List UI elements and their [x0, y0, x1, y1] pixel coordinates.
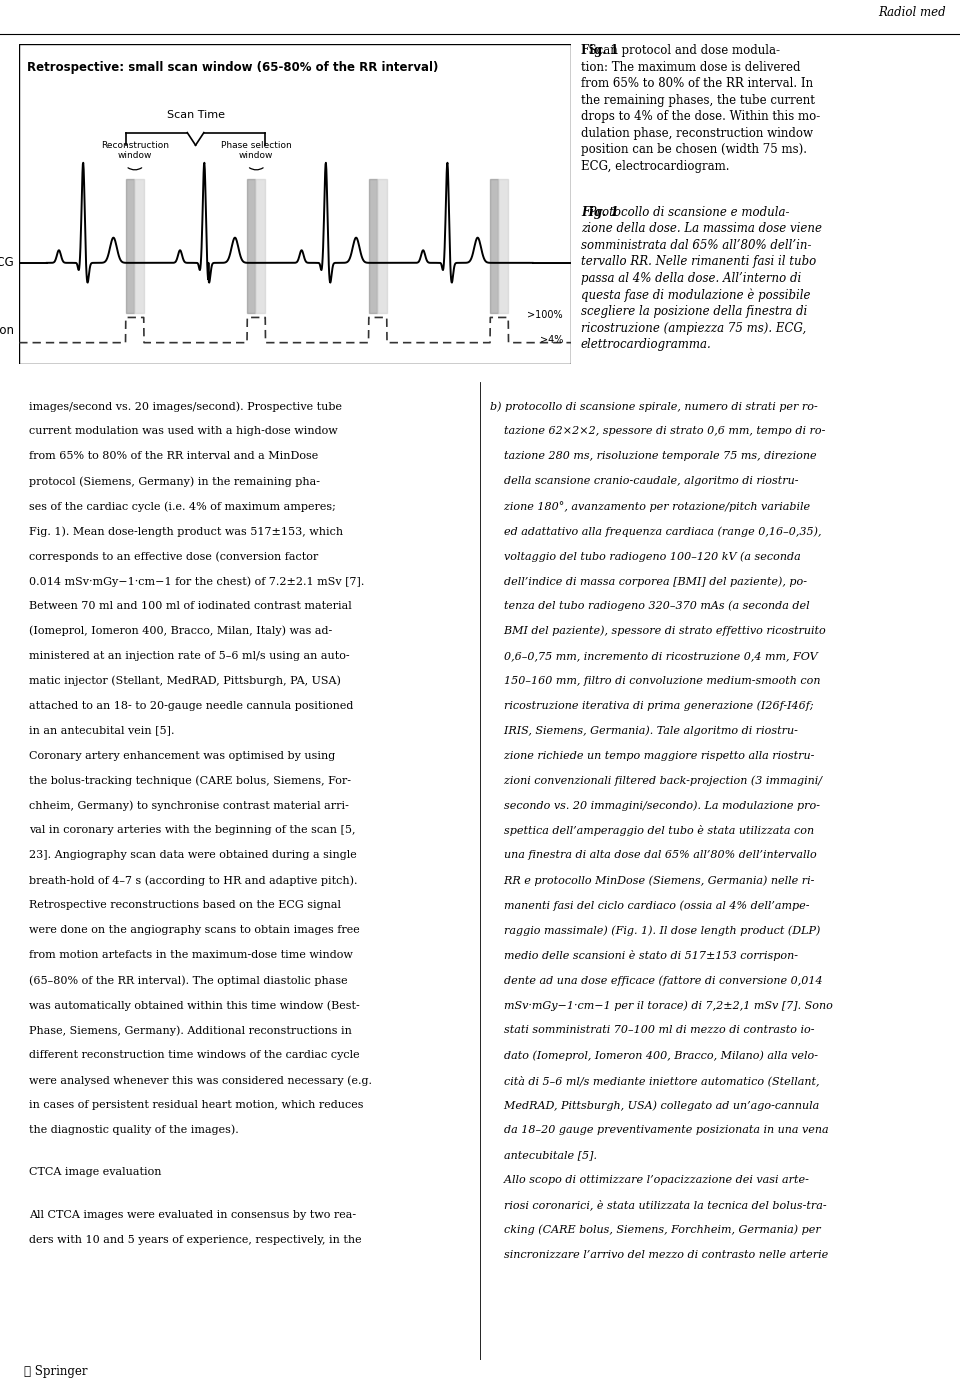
Bar	[498, 179, 508, 314]
Text: All CTCA images were evaluated in consensus by two rea-: All CTCA images were evaluated in consen…	[29, 1210, 356, 1220]
Text: Phase selection
window: Phase selection window	[221, 142, 292, 161]
Bar	[490, 179, 498, 314]
Text: Reconstruction
window: Reconstruction window	[101, 142, 169, 161]
Text: della scansione cranio-caudale, algoritmo di riostru-: della scansione cranio-caudale, algoritm…	[490, 476, 798, 486]
Text: (65–80% of the RR interval). The optimal diastolic phase: (65–80% of the RR interval). The optimal…	[29, 976, 348, 985]
Text: val in coronary arteries with the beginning of the scan [5,: val in coronary arteries with the beginn…	[29, 826, 355, 836]
Text: una finestra di alta dose dal 65% all’80% dell’intervallo: una finestra di alta dose dal 65% all’80…	[490, 851, 816, 861]
Text: voltaggio del tubo radiogeno 100–120 kV (a seconda: voltaggio del tubo radiogeno 100–120 kV …	[490, 551, 801, 562]
Text: in cases of persistent residual heart motion, which reduces: in cases of persistent residual heart mo…	[29, 1099, 363, 1110]
Text: were done on the angiography scans to obtain images free: were done on the angiography scans to ob…	[29, 926, 360, 936]
Text: tazione 62×2×2, spessore di strato 0,6 mm, tempo di ro-: tazione 62×2×2, spessore di strato 0,6 m…	[490, 426, 825, 436]
Text: from 65% to 80% of the RR interval and a MinDose: from 65% to 80% of the RR interval and a…	[29, 451, 318, 461]
Text: Radiol med: Radiol med	[878, 6, 946, 19]
Text: zioni convenzionali filtered back-projection (3 immagini/: zioni convenzionali filtered back-projec…	[490, 776, 822, 786]
Text: ders with 10 and 5 years of experience, respectively, in the: ders with 10 and 5 years of experience, …	[29, 1235, 361, 1245]
Text: cità di 5–6 ml/s mediante iniettore automatico (Stellant,: cità di 5–6 ml/s mediante iniettore auto…	[490, 1074, 819, 1085]
Text: the diagnostic quality of the images).: the diagnostic quality of the images).	[29, 1124, 238, 1135]
Text: ministered at an injection rate of 5–6 ml/s using an auto-: ministered at an injection rate of 5–6 m…	[29, 651, 349, 661]
Text: from motion artefacts in the maximum-dose time window: from motion artefacts in the maximum-dos…	[29, 951, 352, 960]
Text: Scan protocol and dose modula-
tion: The maximum dose is delivered
from 65% to 8: Scan protocol and dose modula- tion: The…	[581, 44, 820, 174]
Text: mSv·mGy−1·cm−1 per il torace) di 7,2±2,1 mSv [7]. Sono: mSv·mGy−1·cm−1 per il torace) di 7,2±2,1…	[490, 1001, 832, 1010]
Text: (Iomeprol, Iomeron 400, Bracco, Milan, Italy) was ad-: (Iomeprol, Iomeron 400, Bracco, Milan, I…	[29, 626, 332, 637]
Text: Between 70 ml and 100 ml of iodinated contrast material: Between 70 ml and 100 ml of iodinated co…	[29, 601, 351, 611]
Text: RR e protocollo MinDose (Siemens, Germania) nelle ri-: RR e protocollo MinDose (Siemens, German…	[490, 876, 814, 886]
Text: cking (CARE bolus, Siemens, Forchheim, Germania) per: cking (CARE bolus, Siemens, Forchheim, G…	[490, 1224, 821, 1235]
Text: secondo vs. 20 immagini/secondo). La modulazione pro-: secondo vs. 20 immagini/secondo). La mod…	[490, 801, 820, 811]
Text: manenti fasi del ciclo cardiaco (ossia al 4% dell’ampe-: manenti fasi del ciclo cardiaco (ossia a…	[490, 901, 809, 911]
Text: Allo scopo di ottimizzare l’opacizzazione dei vasi arte-: Allo scopo di ottimizzare l’opacizzazion…	[490, 1174, 808, 1185]
Text: images/second vs. 20 images/second). Prospective tube: images/second vs. 20 images/second). Pro…	[29, 401, 342, 412]
Bar	[255, 179, 265, 314]
Text: BMI del paziente), spessore di strato effettivo ricostruito: BMI del paziente), spessore di strato ef…	[490, 626, 826, 637]
Text: was automatically obtained within this time window (Best-: was automatically obtained within this t…	[29, 1001, 360, 1010]
Text: ricostruzione iterativa di prima generazione (I26f-I46f;: ricostruzione iterativa di prima generaz…	[490, 701, 813, 711]
Text: antecubitale [5].: antecubitale [5].	[490, 1149, 596, 1160]
Text: ed adattativo alla frequenza cardiaca (range 0,16–0,35),: ed adattativo alla frequenza cardiaca (r…	[490, 526, 821, 537]
Bar	[134, 179, 144, 314]
Text: Scan Time: Scan Time	[167, 110, 225, 119]
Text: stati somministrati 70–100 ml di mezzo di contrasto io-: stati somministrati 70–100 ml di mezzo d…	[490, 1026, 814, 1035]
Text: Coronary artery enhancement was optimised by using: Coronary artery enhancement was optimise…	[29, 751, 335, 761]
Text: Fig. 1: Fig. 1	[581, 205, 618, 219]
Bar	[377, 179, 387, 314]
Text: 150–160 mm, filtro di convoluzione medium-smooth con: 150–160 mm, filtro di convoluzione mediu…	[490, 676, 820, 686]
Text: Phase, Siemens, Germany). Additional reconstructions in: Phase, Siemens, Germany). Additional rec…	[29, 1026, 351, 1035]
Text: sincronizzare l’arrivo del mezzo di contrasto nelle arterie: sincronizzare l’arrivo del mezzo di cont…	[490, 1249, 828, 1260]
Text: Protocollo di scansione e modula-
zione della dose. La massima dose viene
sommin: Protocollo di scansione e modula- zione …	[581, 205, 822, 351]
Text: CTCA image evaluation: CTCA image evaluation	[29, 1167, 161, 1177]
Text: attached to an 18- to 20-gauge needle cannula positioned: attached to an 18- to 20-gauge needle ca…	[29, 701, 353, 711]
Text: Fig. 1: Fig. 1	[581, 44, 618, 57]
Text: riosi coronarici, è stata utilizzata la tecnica del bolus-tra-: riosi coronarici, è stata utilizzata la …	[490, 1199, 827, 1210]
Text: dell’indice di massa corporea [BMI] del paziente), po-: dell’indice di massa corporea [BMI] del …	[490, 576, 806, 587]
Text: different reconstruction time windows of the cardiac cycle: different reconstruction time windows of…	[29, 1051, 359, 1060]
Text: ECG: ECG	[0, 257, 14, 269]
Bar	[247, 179, 255, 314]
Text: tenza del tubo radiogeno 320–370 mAs (a seconda del: tenza del tubo radiogeno 320–370 mAs (a …	[490, 601, 809, 612]
Text: medio delle scansioni è stato di 517±153 corrispon-: medio delle scansioni è stato di 517±153…	[490, 951, 798, 962]
Bar	[126, 179, 134, 314]
Bar	[369, 179, 377, 314]
Text: zione 180°, avanzamento per rotazione/pitch variabile: zione 180°, avanzamento per rotazione/pi…	[490, 501, 809, 512]
Text: IRIS, Siemens, Germania). Tale algoritmo di riostru-: IRIS, Siemens, Germania). Tale algoritmo…	[490, 726, 798, 736]
Text: MedRAD, Pittsburgh, USA) collegato ad un’ago-cannula: MedRAD, Pittsburgh, USA) collegato ad un…	[490, 1099, 819, 1110]
Text: b) protocollo di scansione spirale, numero di strati per ro-: b) protocollo di scansione spirale, nume…	[490, 401, 817, 412]
Text: ☉ Springer: ☉ Springer	[24, 1364, 87, 1378]
Text: Retrospective reconstructions based on the ECG signal: Retrospective reconstructions based on t…	[29, 901, 341, 911]
Text: dato (Iomeprol, Iomeron 400, Bracco, Milano) alla velo-: dato (Iomeprol, Iomeron 400, Bracco, Mil…	[490, 1051, 818, 1060]
Text: protocol (Siemens, Germany) in the remaining pha-: protocol (Siemens, Germany) in the remai…	[29, 476, 320, 487]
Text: 0.014 mSv·mGy−1·cm−1 for the chest) of 7.2±2.1 mSv [7].: 0.014 mSv·mGy−1·cm−1 for the chest) of 7…	[29, 576, 364, 587]
Text: spettica dell’amperaggio del tubo è stata utilizzata con: spettica dell’amperaggio del tubo è stat…	[490, 826, 814, 837]
Text: dente ad una dose efficace (fattore di conversione 0,014: dente ad una dose efficace (fattore di c…	[490, 976, 822, 985]
Text: ses of the cardiac cycle (i.e. 4% of maximum amperes;: ses of the cardiac cycle (i.e. 4% of max…	[29, 501, 336, 512]
Text: corresponds to an effective dose (conversion factor: corresponds to an effective dose (conver…	[29, 551, 318, 562]
Text: in an antecubital vein [5].: in an antecubital vein [5].	[29, 726, 175, 736]
Text: zione richiede un tempo maggiore rispetto alla riostru-: zione richiede un tempo maggiore rispett…	[490, 751, 814, 761]
Text: >4%: >4%	[540, 335, 563, 346]
Text: the bolus-tracking technique (CARE bolus, Siemens, For-: the bolus-tracking technique (CARE bolus…	[29, 776, 350, 786]
Text: breath-hold of 4–7 s (according to HR and adaptive pitch).: breath-hold of 4–7 s (according to HR an…	[29, 876, 357, 886]
Text: >100%: >100%	[527, 310, 563, 319]
Text: raggio massimale) (Fig. 1). Il dose length product (DLP): raggio massimale) (Fig. 1). Il dose leng…	[490, 926, 820, 936]
Text: current modulation was used with a high-dose window: current modulation was used with a high-…	[29, 426, 338, 436]
Text: Fig. 1). Mean dose-length product was 517±153, which: Fig. 1). Mean dose-length product was 51…	[29, 526, 343, 537]
Text: were analysed whenever this was considered necessary (e.g.: were analysed whenever this was consider…	[29, 1074, 372, 1085]
Text: Retrospective: small scan window (65-80% of the RR interval): Retrospective: small scan window (65-80%…	[28, 61, 439, 74]
Text: tazione 280 ms, risoluzione temporale 75 ms, direzione: tazione 280 ms, risoluzione temporale 75…	[490, 451, 816, 461]
Text: chheim, Germany) to synchronise contrast material arri-: chheim, Germany) to synchronise contrast…	[29, 801, 348, 811]
FancyBboxPatch shape	[19, 44, 571, 364]
Text: 23]. Angiography scan data were obtained during a single: 23]. Angiography scan data were obtained…	[29, 851, 356, 861]
Text: 0,6–0,75 mm, incremento di ricostruzione 0,4 mm, FOV: 0,6–0,75 mm, incremento di ricostruzione…	[490, 651, 817, 661]
Text: matic injector (Stellant, MedRAD, Pittsburgh, PA, USA): matic injector (Stellant, MedRAD, Pittsb…	[29, 676, 341, 686]
Text: da 18–20 gauge preventivamente posizionata in una vena: da 18–20 gauge preventivamente posiziona…	[490, 1124, 828, 1135]
Text: Radiation: Radiation	[0, 323, 14, 336]
